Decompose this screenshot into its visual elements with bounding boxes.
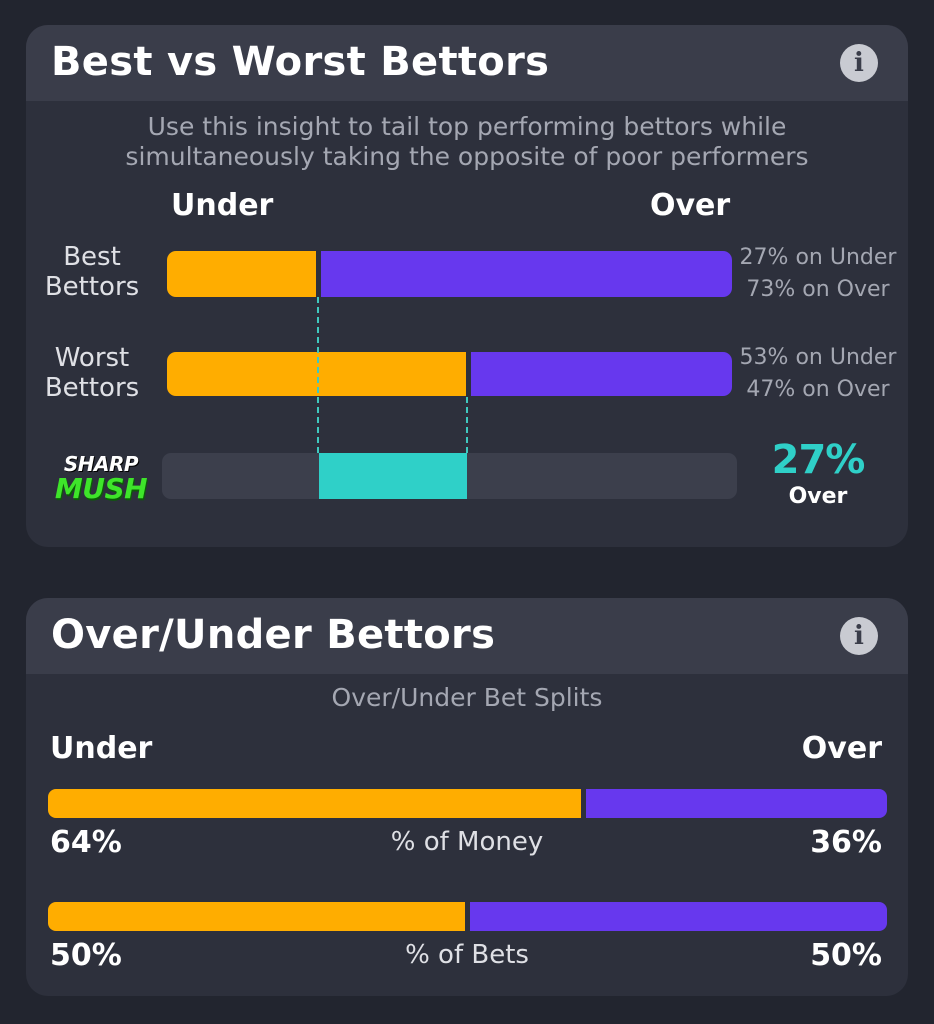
info-icon[interactable]: i [840, 44, 878, 82]
over-bar [471, 352, 732, 396]
card-description: Use this insight to tail top performing … [26, 112, 908, 172]
row-percent-text: 53% on Under 47% on Over [738, 342, 898, 406]
card-subtitle: Over/Under Bet Splits [331, 683, 603, 712]
row-label-line-2: Bettors [44, 272, 140, 302]
under-percent-text: 27% on Under [739, 245, 897, 270]
over-percent-text: 73% on Over [746, 277, 890, 302]
row-label: Worst Bettors [26, 343, 158, 403]
over-percent: 36% [810, 825, 882, 860]
best-vs-worst-card: Best vs Worst Bettors i Use this insight… [26, 25, 908, 547]
over-bar [470, 902, 887, 931]
card-title: Over/Under Bettors [51, 612, 496, 658]
row-label-line-1: Worst [54, 343, 130, 373]
range-start-guide [317, 297, 319, 453]
sharp-value: 27% [771, 437, 866, 483]
row-label-line-2: Bettors [44, 373, 140, 403]
under-heading: Under [171, 188, 274, 223]
row-percent-text: 27% on Under 73% on Over [738, 242, 898, 306]
under-bar [167, 352, 466, 396]
row-label-line-1: Best [63, 242, 121, 272]
description-line-1: Use this insight to tail top performing … [147, 112, 787, 141]
under-percent: 64% [50, 825, 122, 860]
sharp-range-fill [319, 453, 467, 499]
row-label: Best Bettors [26, 242, 158, 302]
sharp-mush-logo: SHARP MUSH [36, 453, 166, 503]
logo-sharp-text: SHARP [63, 452, 139, 476]
card-header: Over/Under Bettors i [26, 598, 908, 674]
split-label: % of Money [390, 827, 544, 857]
under-heading: Under [50, 731, 153, 766]
over-bar [586, 789, 887, 818]
under-bar [48, 902, 465, 931]
info-icon[interactable]: i [840, 617, 878, 655]
sharp-side: Over [788, 484, 848, 509]
under-bar [167, 251, 316, 297]
over-heading: Over [650, 188, 731, 223]
range-end-guide [466, 397, 468, 453]
over-percent: 50% [810, 938, 882, 973]
split-label: % of Bets [405, 940, 529, 970]
over-heading: Over [801, 731, 882, 766]
under-bar [48, 789, 581, 818]
card-header: Best vs Worst Bettors i [26, 25, 908, 101]
logo-mush-text: MUSH [54, 472, 148, 505]
under-percent: 50% [50, 938, 122, 973]
card-title: Best vs Worst Bettors [51, 39, 550, 85]
under-percent-text: 53% on Under [739, 345, 897, 370]
over-under-card: Over/Under Bettors i Over/Under Bet Spli… [26, 598, 908, 996]
over-percent-text: 47% on Over [746, 377, 890, 402]
description-line-2: simultaneously taking the opposite of po… [125, 142, 809, 171]
over-bar [321, 251, 732, 297]
